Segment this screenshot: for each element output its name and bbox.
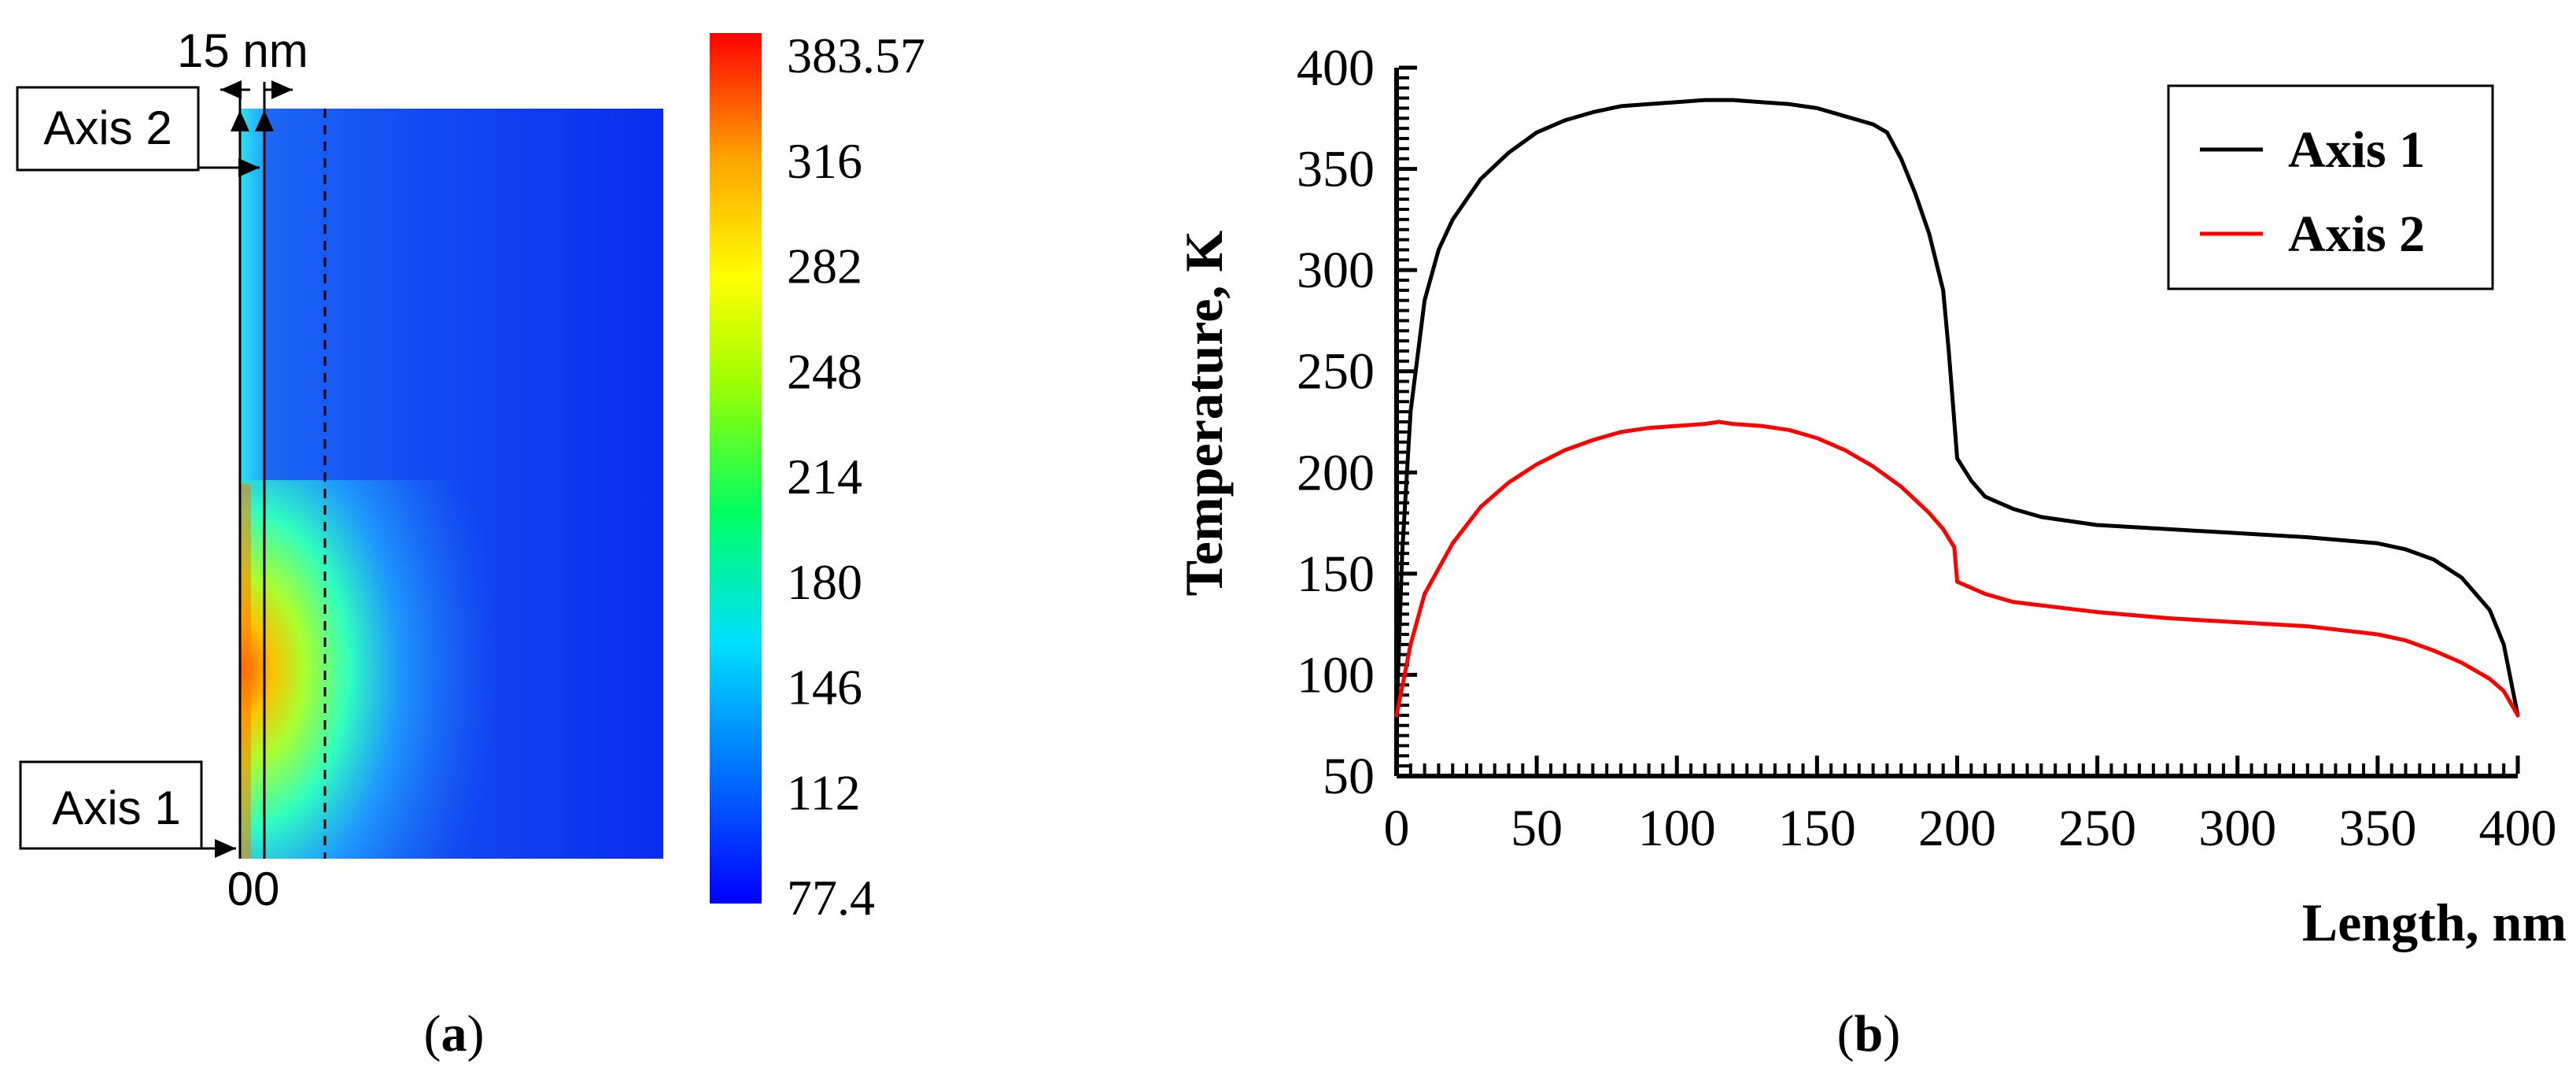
colorbar-tick-label: 77.4	[787, 870, 875, 926]
legend-box	[2167, 84, 2494, 290]
y-tick-label: 350	[1297, 141, 1375, 198]
caption-b: (b)	[1837, 1005, 1901, 1063]
y-tick-label: 50	[1323, 748, 1375, 805]
colorbar-tick-labels: 383.57 316 282 248 214 180 146 112 77.4	[787, 28, 925, 926]
colorbar-tick-label: 316	[787, 133, 862, 189]
colorbar-tick-label: 180	[787, 554, 862, 610]
caption-a: (a)	[424, 1005, 485, 1063]
y-axis-title: Temperature, K	[1174, 231, 1234, 597]
temperature-field	[240, 109, 663, 859]
y-tick-label: 200	[1297, 444, 1375, 501]
colorbar-tick-label: 146	[787, 660, 862, 715]
x-tick-label: 50	[1511, 800, 1563, 857]
origin-label: 00	[227, 863, 280, 915]
axis-2-label: Axis 2	[16, 86, 260, 177]
series-line-axis-2	[1394, 420, 2520, 718]
legend-label-axis-2: Axis 2	[2288, 205, 2425, 263]
axis-1-label-text: Axis 1	[52, 782, 180, 834]
x-tick-label: 300	[2198, 800, 2276, 857]
legend: Axis 1 Axis 2	[2167, 84, 2494, 290]
y-tick-label: 300	[1297, 242, 1375, 299]
x-tick-label: 150	[1778, 800, 1856, 857]
colorbar-tick-label: 282	[787, 238, 862, 294]
axis-2-label-text: Axis 2	[43, 102, 172, 154]
colorbar-tick-label: 383.57	[787, 28, 925, 83]
x-tick-label: 400	[2479, 800, 2557, 857]
x-tick-label: 350	[2338, 800, 2416, 857]
x-tick-label: 0	[1384, 800, 1410, 857]
colorbar	[710, 33, 762, 904]
colorbar-tick-label: 214	[787, 449, 862, 505]
colorbar-tick-label: 112	[787, 764, 861, 820]
y-tick-label: 100	[1297, 646, 1375, 704]
panel-a: 15 nm Axis 2 Axis 1 00 383.57 316 282 248 21…	[16, 24, 925, 1063]
colorbar-tick-label: 248	[787, 343, 862, 399]
y-tick-label: 250	[1297, 343, 1375, 401]
x-tick-label: 200	[1918, 800, 1996, 857]
y-tick-label: 150	[1297, 545, 1375, 603]
legend-label-axis-1: Axis 1	[2288, 121, 2425, 179]
series-line-axis-1	[1394, 98, 2520, 718]
x-axis-title: Length, nm	[2302, 893, 2567, 952]
y-tick-label: 400	[1297, 39, 1375, 97]
x-tick-label: 250	[2058, 800, 2136, 857]
x-tick-label: 100	[1638, 800, 1716, 857]
width-annotation: 15 nm	[177, 24, 308, 77]
axis-1-label: Axis 1	[19, 760, 236, 858]
